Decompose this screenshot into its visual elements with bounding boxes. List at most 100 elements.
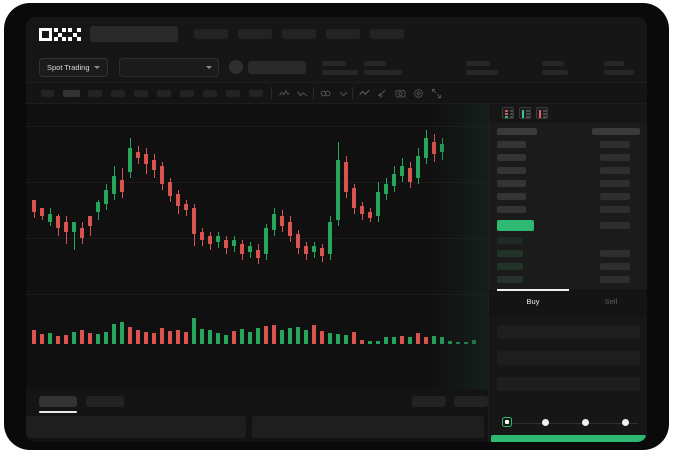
candle-41 (352, 104, 356, 326)
candle-body (48, 214, 52, 222)
candle-18 (168, 104, 172, 326)
ob-bid-row-2[interactable] (497, 250, 523, 257)
nav-item-2[interactable] (238, 29, 272, 39)
step-active-square-icon[interactable] (502, 417, 512, 427)
volume-bar-27 (240, 329, 244, 344)
candle-11 (112, 104, 116, 326)
ob-ask-row-5[interactable] (497, 193, 526, 200)
stat-3-label (466, 61, 490, 66)
okx-logo[interactable] (39, 28, 82, 41)
candle-46 (392, 104, 396, 326)
interval-more[interactable] (249, 90, 263, 97)
ob-bid-row-1[interactable] (497, 237, 523, 244)
ob-bid-row-3[interactable] (497, 263, 523, 270)
volume-bar-6 (72, 332, 76, 344)
candle-body (392, 174, 396, 186)
bottom-panel-left[interactable] (26, 416, 246, 438)
stat-4-value (542, 70, 568, 75)
search-input[interactable] (90, 26, 178, 42)
interval-1d[interactable] (180, 90, 194, 97)
interval-1w[interactable] (203, 90, 217, 97)
spot-trading-dropdown[interactable]: Spot Trading (39, 58, 108, 77)
candle-body (376, 192, 380, 216)
candle-44 (376, 104, 380, 326)
step-dot-2[interactable] (542, 418, 549, 426)
fullscreen-icon[interactable] (430, 87, 442, 99)
interval-1M[interactable] (226, 90, 240, 97)
nav-item-4[interactable] (326, 29, 360, 39)
buy-tab[interactable]: Buy (526, 297, 540, 306)
ob-ask-row-6[interactable] (497, 206, 526, 213)
volume-bar-29 (256, 328, 260, 344)
candle-24 (216, 104, 220, 326)
order-form-field-1[interactable] (497, 325, 640, 339)
magnet-icon[interactable] (376, 87, 388, 99)
bottom-tab-2[interactable] (86, 396, 124, 407)
volume-bar-2 (40, 334, 44, 344)
nav-item-1[interactable] (194, 29, 228, 39)
stat-2-label (364, 61, 386, 66)
ob-ask-row-3[interactable] (497, 167, 526, 174)
primary-cta-button[interactable] (491, 435, 646, 442)
candle-body (184, 204, 188, 210)
volume-bar-37 (320, 331, 324, 344)
ob-bid-row-4[interactable] (497, 276, 523, 283)
gridline-3 (26, 238, 488, 239)
order-form-field-3[interactable] (497, 377, 640, 391)
compare-icon[interactable] (319, 87, 331, 99)
pair-name-label (248, 61, 306, 74)
dropdown-caret-icon[interactable] (337, 87, 349, 99)
candle-body (440, 144, 444, 152)
stat-5-value (604, 70, 634, 75)
order-book-rows[interactable] (489, 123, 647, 289)
interval-30m[interactable] (111, 90, 125, 97)
indicator-wave-icon[interactable] (296, 87, 308, 99)
candle-29 (256, 104, 260, 326)
ob-amount-5 (600, 193, 630, 200)
candle-wick (89, 220, 91, 236)
trendline-icon[interactable] (358, 87, 370, 99)
interval-1m[interactable] (41, 90, 54, 97)
volume-bar-46 (392, 337, 396, 344)
bottom-tab-active[interactable] (39, 396, 77, 407)
volume-bar-10 (104, 332, 108, 344)
pair-select-dropdown[interactable] (119, 58, 219, 77)
camera-icon[interactable] (394, 87, 406, 99)
interval-5m[interactable] (63, 90, 80, 97)
interval-4h[interactable] (157, 90, 171, 97)
gridline-4 (26, 294, 488, 295)
candle-body (152, 160, 156, 170)
candle-body (64, 222, 68, 232)
nav-item-5[interactable] (370, 29, 404, 39)
order-form-field-2[interactable] (497, 351, 640, 365)
ob-ask-row-1[interactable] (497, 141, 526, 148)
bottom-action-1[interactable] (412, 396, 446, 407)
step-dot-4[interactable] (622, 418, 629, 426)
ob-ask-row-4[interactable] (497, 180, 526, 187)
candle-body (32, 200, 36, 212)
stat-3-value (466, 70, 498, 75)
interval-1h[interactable] (134, 90, 148, 97)
settings-icon[interactable] (412, 87, 424, 99)
bottom-panel-right[interactable] (252, 416, 484, 438)
interval-15m[interactable] (88, 90, 102, 97)
candle-body (144, 154, 148, 164)
orderbook-bids-icon[interactable] (519, 107, 531, 119)
candle-27 (240, 104, 244, 326)
ob-ask-row-2[interactable] (497, 154, 526, 161)
stat-4-label (542, 61, 564, 66)
price-chart[interactable] (26, 104, 488, 389)
sell-tab[interactable]: Sell (604, 297, 618, 306)
bottom-action-2[interactable] (454, 396, 488, 407)
indicator-line-icon[interactable] (278, 87, 290, 99)
nav-item-3[interactable] (282, 29, 316, 39)
candle-13 (128, 104, 132, 326)
ob-current-price-row[interactable] (497, 220, 534, 231)
candle-body (192, 208, 196, 234)
step-dot-3[interactable] (582, 418, 589, 426)
orderbook-both-icon[interactable] (502, 107, 514, 119)
orderbook-asks-icon[interactable] (536, 107, 548, 119)
candle-45 (384, 104, 388, 326)
candle-body (264, 228, 268, 254)
candle-body (80, 228, 84, 238)
